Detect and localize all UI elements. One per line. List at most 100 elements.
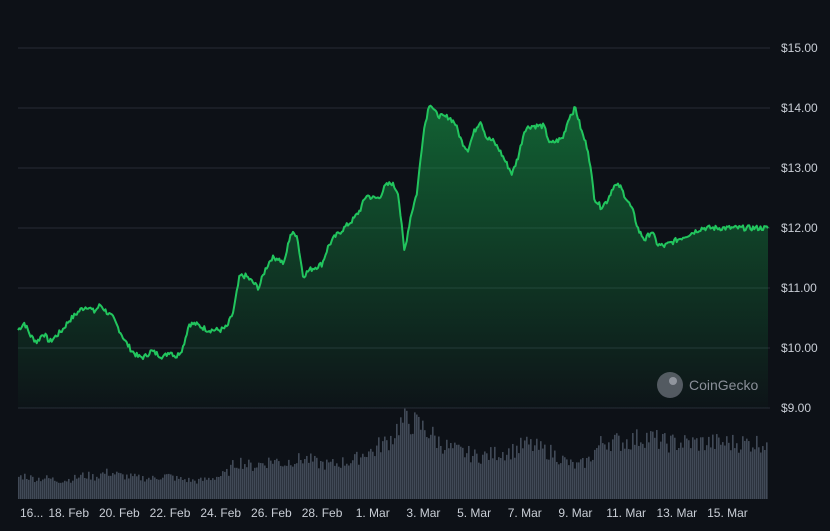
volume-bar <box>98 478 100 499</box>
volume-bar <box>360 457 362 499</box>
volume-bar <box>126 474 128 499</box>
volume-bar <box>80 474 82 499</box>
volume-bar <box>736 443 738 499</box>
volume-bar <box>42 479 44 499</box>
volume-bar <box>312 461 314 499</box>
volume-bar <box>382 441 384 499</box>
volume-bar <box>206 479 208 499</box>
volume-bar <box>688 440 690 499</box>
volume-bar <box>482 454 484 499</box>
volume-bar <box>622 442 624 499</box>
volume-bar <box>500 458 502 499</box>
volume-bar <box>568 465 570 499</box>
volume-bar <box>286 465 288 499</box>
volume-bar <box>586 458 588 499</box>
volume-bar <box>418 416 420 499</box>
volume-bar <box>468 445 470 499</box>
volume-bar <box>476 453 478 499</box>
volume-bar <box>744 440 746 499</box>
volume-bar <box>352 460 354 499</box>
x-tick-label: 16... <box>20 506 43 520</box>
volume-bar <box>148 477 150 499</box>
volume-bar <box>450 443 452 499</box>
volume-bar <box>218 477 220 499</box>
volume-bar <box>542 448 544 499</box>
volume-bar <box>488 459 490 499</box>
x-tick-label: 1. Mar <box>356 506 390 520</box>
volume-bar <box>566 459 568 499</box>
coingecko-logo-icon <box>657 372 683 398</box>
volume-bar <box>158 479 160 499</box>
volume-bar <box>760 452 762 499</box>
volume-bar <box>186 482 188 499</box>
volume-bar <box>314 455 316 499</box>
volume-bar <box>730 450 732 499</box>
volume-bar <box>216 476 218 499</box>
volume-bar <box>354 454 356 499</box>
volume-bar <box>470 462 472 499</box>
volume-bar <box>46 475 48 499</box>
coingecko-logo-eye-icon <box>669 377 677 385</box>
volume-bar <box>182 479 184 499</box>
volume-bar <box>228 475 230 499</box>
volume-bar <box>316 457 318 499</box>
volume-bar <box>678 448 680 499</box>
volume-bar <box>104 473 106 499</box>
volume-bar <box>442 453 444 499</box>
y-axis-tick-labels: $15.00 $14.00 $13.00 $12.00 $11.00 $10.00 $9.0… <box>781 41 818 415</box>
volume-bar <box>294 464 296 499</box>
volume-bar <box>226 468 228 499</box>
volume-bar <box>666 443 668 499</box>
volume-bar <box>44 478 46 499</box>
x-tick-label: 9. Mar <box>558 506 592 520</box>
volume-bar <box>376 445 378 499</box>
volume-bar <box>66 481 68 499</box>
volume-bar <box>534 445 536 499</box>
volume-bar <box>750 451 752 499</box>
volume-bar <box>224 471 226 499</box>
volume-bar <box>346 463 348 499</box>
volume-bar <box>262 463 264 499</box>
volume-bar <box>260 463 262 499</box>
volume-bar <box>584 467 586 499</box>
volume-bar <box>506 454 508 499</box>
volume-bar <box>620 450 622 499</box>
volume-bar <box>606 449 608 499</box>
volume-bar <box>392 444 394 499</box>
volume-bar <box>722 442 724 499</box>
volume-bar <box>78 477 80 499</box>
volume-bar <box>692 437 694 499</box>
volume-bar <box>638 445 640 499</box>
volume-bar <box>544 444 546 499</box>
volume-bar <box>196 483 198 499</box>
volume-bar <box>662 433 664 499</box>
volume-bar <box>704 450 706 499</box>
volume-bar <box>636 429 638 499</box>
volume-bar <box>140 480 142 499</box>
volume-bar <box>276 458 278 499</box>
volume-bar <box>664 433 666 499</box>
volume-bar <box>336 463 338 499</box>
volume-bar <box>472 455 474 499</box>
volume-bar <box>136 476 138 499</box>
volume-bar <box>520 437 522 499</box>
volume-bar <box>320 460 322 499</box>
volume-bar <box>112 473 114 499</box>
volume-bar <box>712 434 714 499</box>
volume-bar <box>258 462 260 499</box>
volume-bar <box>746 438 748 499</box>
volume-bar <box>164 474 166 499</box>
x-tick-label: 15. Mar <box>707 506 748 520</box>
volume-bar <box>32 476 34 499</box>
volume-bar <box>54 480 56 499</box>
volume-bar <box>94 480 96 499</box>
volume-bar <box>240 457 242 499</box>
volume-bar <box>734 448 736 499</box>
volume-bar <box>100 473 102 499</box>
volume-bar <box>516 445 518 499</box>
volume-bar <box>590 461 592 499</box>
volume-bar <box>268 457 270 499</box>
y-tick-label: $14.00 <box>781 101 818 115</box>
volume-bar <box>114 474 116 499</box>
volume-bar <box>494 446 496 499</box>
